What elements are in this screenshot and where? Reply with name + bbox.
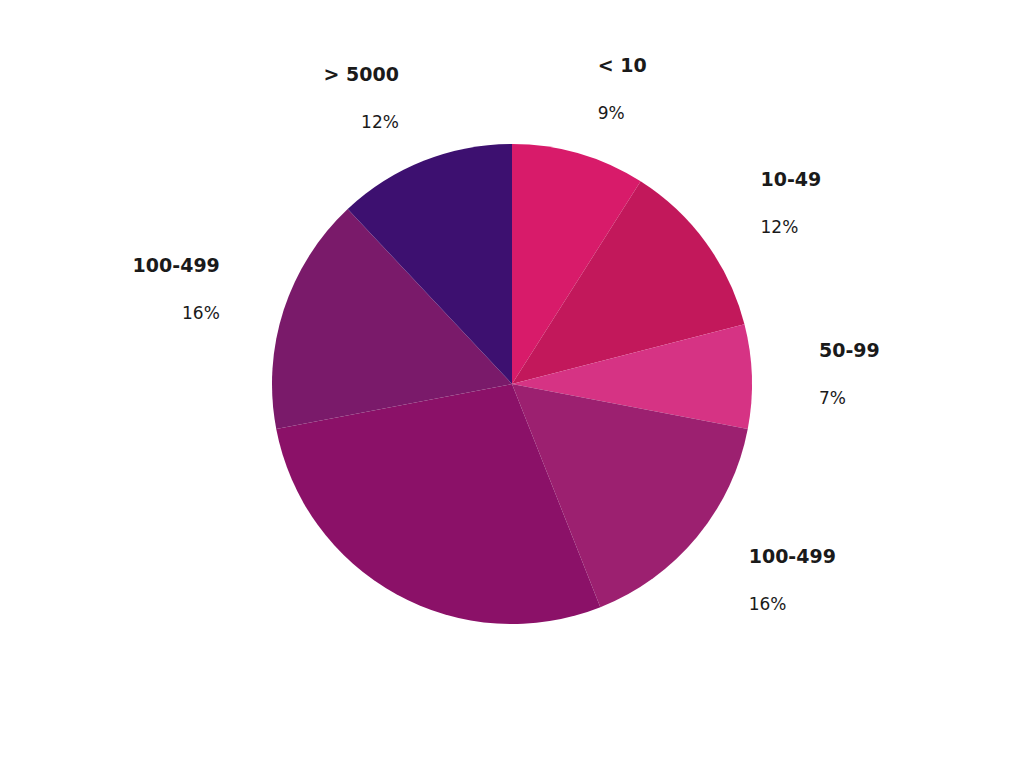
value-label: 7%: [819, 388, 846, 408]
slices: [272, 144, 752, 624]
category-label: 100-499: [133, 254, 220, 276]
value-label: 12%: [761, 217, 799, 237]
value-label: 16%: [749, 594, 787, 614]
pie-slice: [276, 384, 600, 624]
category-label: > 5000: [323, 63, 398, 85]
category-label: 10-49: [761, 168, 822, 190]
category-label: < 10: [598, 54, 647, 76]
value-label: 16%: [182, 303, 220, 323]
category-label: 100-499: [749, 545, 836, 567]
chart-container: < 10 9% 10-49 12% 50-99 7% 100-499 16% 100-499 16…: [0, 0, 1024, 768]
pie-slice: [348, 144, 512, 384]
category-label: 50-99: [819, 339, 880, 361]
value-label: 9%: [598, 103, 625, 123]
labels: < 10 9% 10-49 12% 50-99 7% 100-499 16% 100-499 16…: [133, 54, 880, 614]
value-label: 12%: [361, 112, 399, 132]
pie-chart: < 10 9% 10-49 12% 50-99 7% 100-499 16% 100-499 16…: [0, 0, 1024, 768]
